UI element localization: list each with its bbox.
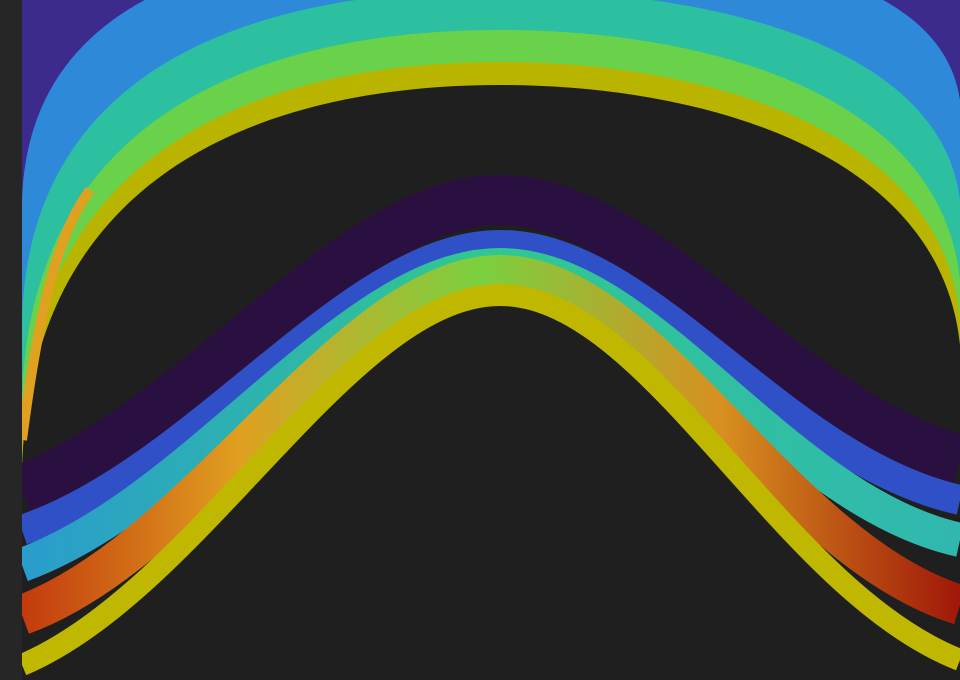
- outer-warm-edge: [22, 187, 95, 441]
- inner-warm: [22, 254, 960, 634]
- inner-bump: [22, 174, 960, 676]
- side-strip: [0, 0, 22, 680]
- outer-blue: [22, 0, 960, 320]
- inner-blue: [22, 229, 960, 545]
- inner-purple: [22, 174, 960, 514]
- outer-yellow: [22, 0, 960, 470]
- inner-yellow: [22, 283, 960, 676]
- scene: [22, 0, 960, 676]
